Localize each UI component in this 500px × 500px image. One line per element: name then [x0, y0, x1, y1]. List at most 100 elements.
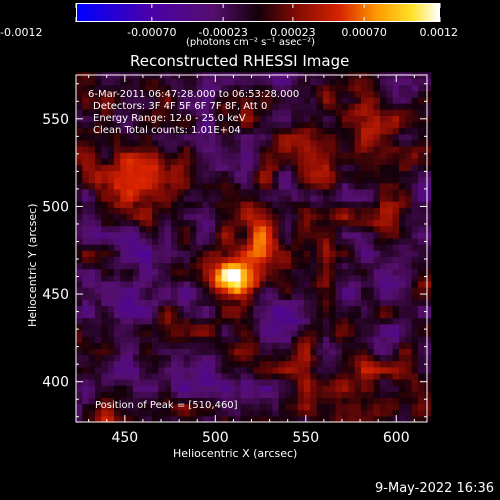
heatmap-cell [361, 231, 368, 239]
heatmap-cell [316, 170, 324, 178]
heatmap-cell [373, 146, 381, 153]
heatmap-cell [177, 115, 185, 122]
heatmap-cell [361, 188, 368, 196]
heatmap-cell [171, 146, 178, 153]
heatmap-cell [278, 397, 286, 405]
heatmap-cell [418, 109, 425, 116]
heatmap-cell [380, 274, 387, 282]
heatmap-cell [202, 397, 210, 405]
heatmap-cell [133, 158, 140, 165]
heatmap-cell [386, 158, 394, 165]
heatmap-cell [361, 385, 368, 392]
heatmap-cell [386, 293, 394, 300]
heatmap-cell [215, 348, 223, 356]
heatmap-cell [348, 152, 356, 159]
heatmap-cell [266, 115, 273, 122]
heatmap-cell [82, 188, 90, 196]
heatmap-cell [380, 360, 387, 368]
heatmap-cell [405, 207, 413, 214]
heatmap-cell [209, 188, 216, 196]
heatmap-cell [266, 330, 273, 337]
heatmap-cell [291, 348, 299, 356]
heatmap-cell [114, 385, 121, 392]
heatmap-cell [120, 391, 128, 398]
heatmap-cell [259, 280, 267, 288]
heatmap-cell [373, 274, 381, 282]
heatmap-cell [76, 403, 83, 411]
heatmap-cell [114, 391, 121, 398]
heatmap-cell [171, 139, 178, 147]
heatmap-cell [139, 225, 147, 233]
heatmap-cell [126, 103, 134, 110]
heatmap-cell [126, 274, 134, 282]
heatmap-cell [133, 109, 140, 116]
heatmap-cell [278, 195, 286, 202]
heatmap-cell [310, 152, 318, 159]
heatmap-cell [88, 152, 96, 159]
heatmap-cell [247, 133, 254, 141]
heatmap-cell [297, 121, 305, 129]
heatmap-cell [304, 268, 311, 276]
heatmap-cell [424, 342, 432, 349]
heatmap-cell [228, 274, 235, 282]
heatmap-cell [171, 354, 178, 362]
heatmap-cell [221, 391, 229, 398]
heatmap-cell [285, 152, 292, 159]
heatmap-cell [310, 146, 318, 153]
heatmap-cell [145, 238, 153, 245]
heatmap-cell [310, 354, 318, 362]
heatmap-cell [285, 139, 292, 147]
heatmap-cell [164, 323, 172, 331]
heatmap-cell [234, 311, 242, 319]
heatmap-cell [190, 348, 197, 356]
heatmap-cell [215, 84, 223, 92]
heatmap-cell [228, 133, 235, 141]
heatmap-cell [361, 366, 368, 374]
heatmap-cell [247, 201, 254, 208]
heatmap-cell [158, 225, 166, 233]
heatmap-cell [152, 182, 159, 190]
heatmap-cell [373, 299, 381, 306]
heatmap-cell [139, 170, 147, 178]
heatmap-cell [310, 311, 318, 319]
heatmap-cell [190, 109, 197, 116]
heatmap-cell [76, 225, 83, 233]
heatmap-cell [367, 256, 375, 264]
heatmap-cell [342, 158, 349, 165]
heatmap-cell [405, 330, 413, 337]
heatmap-cell [101, 115, 109, 122]
heatmap-cell [354, 90, 362, 98]
heatmap-cell [342, 133, 349, 141]
heatmap-cell [424, 415, 432, 423]
heatmap-cell [177, 231, 185, 239]
heatmap-cell [209, 305, 216, 313]
heatmap-cell [76, 121, 83, 129]
heatmap-cell [139, 90, 147, 98]
heatmap-cell [411, 342, 419, 349]
heatmap-cell [183, 403, 191, 411]
heatmap-cell [367, 146, 375, 153]
heatmap-cell [133, 170, 140, 178]
heatmap-cell [95, 360, 102, 368]
heatmap-cell [76, 372, 83, 380]
heatmap-cell [164, 330, 172, 337]
heatmap-cell [95, 213, 102, 221]
heatmap-cell [221, 207, 229, 214]
heatmap-cell [310, 201, 318, 208]
heatmap-cell [177, 379, 185, 386]
heatmap-cell [234, 287, 242, 294]
heatmap-cell [76, 244, 83, 251]
heatmap-cell [177, 182, 185, 190]
heatmap-cell [88, 250, 96, 257]
heatmap-cell [196, 115, 204, 122]
heatmap-cell [373, 195, 381, 202]
heatmap-cell [392, 293, 400, 300]
heatmap-cell [323, 348, 330, 356]
heatmap-cell [126, 170, 134, 178]
heatmap-cell [259, 372, 267, 380]
heatmap-cell [361, 96, 368, 104]
heatmap-cell [234, 201, 242, 208]
heatmap-cell [380, 262, 387, 270]
heatmap-cell [285, 268, 292, 276]
heatmap-cell [202, 287, 210, 294]
